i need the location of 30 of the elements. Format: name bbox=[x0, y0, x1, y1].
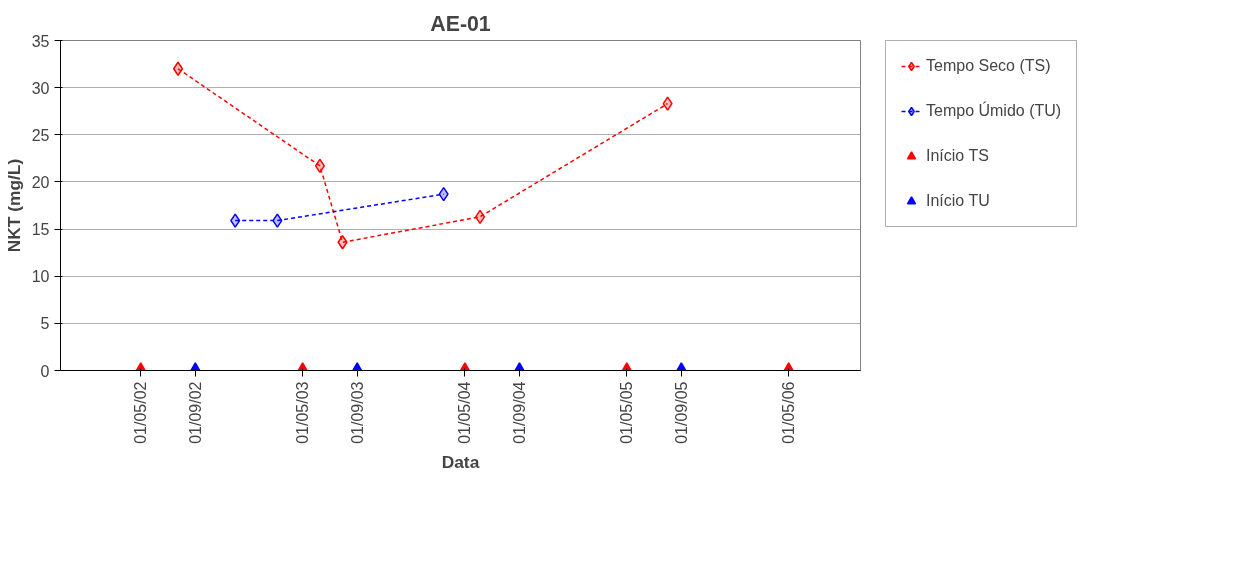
y-tick-label: 0 bbox=[40, 362, 50, 380]
point bbox=[662, 96, 673, 111]
chart-title: AE-01 bbox=[430, 11, 491, 36]
x-tick-label: 01/05/04 bbox=[456, 381, 474, 444]
y-tick-label: 35 bbox=[31, 32, 50, 50]
legend-label: Tempo Seco (TS) bbox=[926, 57, 1051, 75]
x-tick-label: 01/09/03 bbox=[348, 381, 366, 444]
y-tick-label: 25 bbox=[31, 126, 50, 144]
legend-label: Início TS bbox=[926, 147, 989, 165]
y-axis-title: NKT (mg/L) bbox=[3, 158, 24, 253]
y-tick-label: 5 bbox=[40, 315, 50, 333]
x-tick-label: 01/05/02 bbox=[132, 381, 150, 444]
point bbox=[314, 158, 326, 174]
x-tick-label: 01/05/06 bbox=[780, 381, 798, 444]
y-tick-label: 10 bbox=[31, 268, 50, 286]
x-tick-label: 01/05/03 bbox=[294, 381, 312, 444]
x-tick-label: 01/09/05 bbox=[672, 381, 690, 444]
y-tick-label: 15 bbox=[31, 221, 50, 239]
point bbox=[272, 213, 283, 228]
x-tick-label: 01/09/02 bbox=[186, 381, 204, 444]
point bbox=[337, 235, 348, 250]
legend-label: Início TU bbox=[926, 192, 990, 210]
x-tick-label: 01/09/04 bbox=[510, 381, 528, 444]
x-axis-title: Data bbox=[441, 451, 480, 472]
x-tick-label: 01/05/05 bbox=[618, 381, 636, 444]
legend-label: Tempo Úmido (TU) bbox=[926, 102, 1062, 120]
point bbox=[230, 213, 241, 228]
y-tick-label: 20 bbox=[31, 173, 50, 191]
y-tick-label: 30 bbox=[31, 79, 50, 97]
point bbox=[474, 209, 486, 225]
